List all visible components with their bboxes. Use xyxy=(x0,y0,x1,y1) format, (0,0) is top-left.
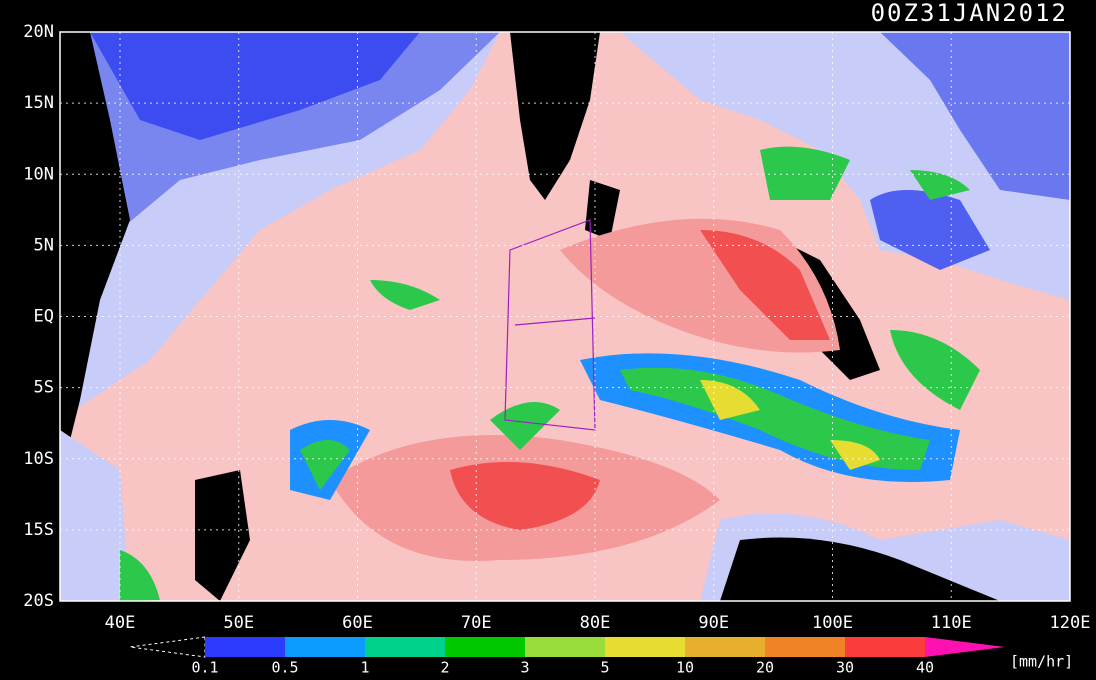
lat-label: 5N xyxy=(34,235,54,255)
colorbar-box xyxy=(845,637,925,657)
colorbar-label: 20 xyxy=(756,659,774,677)
lat-label: EQ xyxy=(34,307,54,327)
rain-band xyxy=(760,146,980,410)
lon-label: 70E xyxy=(461,613,492,633)
colorbar-box xyxy=(605,637,685,657)
lon-label: 100E xyxy=(812,613,853,633)
colorbar-box xyxy=(685,637,765,657)
colorbar-label: 3 xyxy=(520,659,529,677)
colorbar-box xyxy=(445,637,525,657)
rain-band xyxy=(120,550,160,601)
lon-label: 60E xyxy=(342,613,373,633)
colorbar-label: 10 xyxy=(676,659,694,677)
colorbar-box xyxy=(285,637,365,657)
land xyxy=(585,180,620,240)
lat-label: 20N xyxy=(23,22,54,42)
deep-red-area xyxy=(700,230,830,340)
colorbar-label: 0.5 xyxy=(271,659,298,677)
lat-label: 10S xyxy=(23,449,54,469)
colorbar-label: 1 xyxy=(360,659,369,677)
map-frame xyxy=(59,31,1071,602)
colorbar-low-end xyxy=(129,636,206,658)
lon-label: 90E xyxy=(698,613,729,633)
lon-label: 80E xyxy=(580,613,611,633)
blue-area xyxy=(880,32,1070,200)
land xyxy=(510,32,600,200)
colorbar-label: 40 xyxy=(916,659,934,677)
colorbar-box xyxy=(205,637,285,657)
lon-label: 120E xyxy=(1050,613,1091,633)
lat-label: 20S xyxy=(23,591,54,611)
colorbar-box xyxy=(525,637,605,657)
colorbar-label: 30 xyxy=(836,659,854,677)
map-title: 00Z31JAN2012 xyxy=(871,0,1068,27)
deep-blue-area xyxy=(90,32,420,140)
colorbar-label: 0.1 xyxy=(191,659,218,677)
lon-label: 50E xyxy=(223,613,254,633)
lat-label: 15N xyxy=(23,93,54,113)
land xyxy=(720,537,1000,601)
rain-core xyxy=(700,380,880,470)
deep-red-area xyxy=(450,462,600,530)
rain-band xyxy=(370,280,560,450)
rain-band xyxy=(300,440,350,490)
land xyxy=(195,470,250,601)
lon-label: 110E xyxy=(931,613,972,633)
blue-area xyxy=(870,190,990,270)
lon-label: 40E xyxy=(105,613,136,633)
light-blue-area xyxy=(60,430,130,601)
grid xyxy=(60,32,1070,601)
lat-label: 15S xyxy=(23,520,54,540)
colorbar-high-end xyxy=(925,637,1005,657)
lat-label: 5S xyxy=(34,378,54,398)
colorbar-unit: [mm/hr] xyxy=(1010,653,1073,671)
colorbar-label: 2 xyxy=(440,659,449,677)
colorbar-box xyxy=(365,637,445,657)
colorbar-box xyxy=(765,637,845,657)
lat-label: 10N xyxy=(23,164,54,184)
land xyxy=(60,32,130,480)
colorbar-label: 5 xyxy=(600,659,609,677)
